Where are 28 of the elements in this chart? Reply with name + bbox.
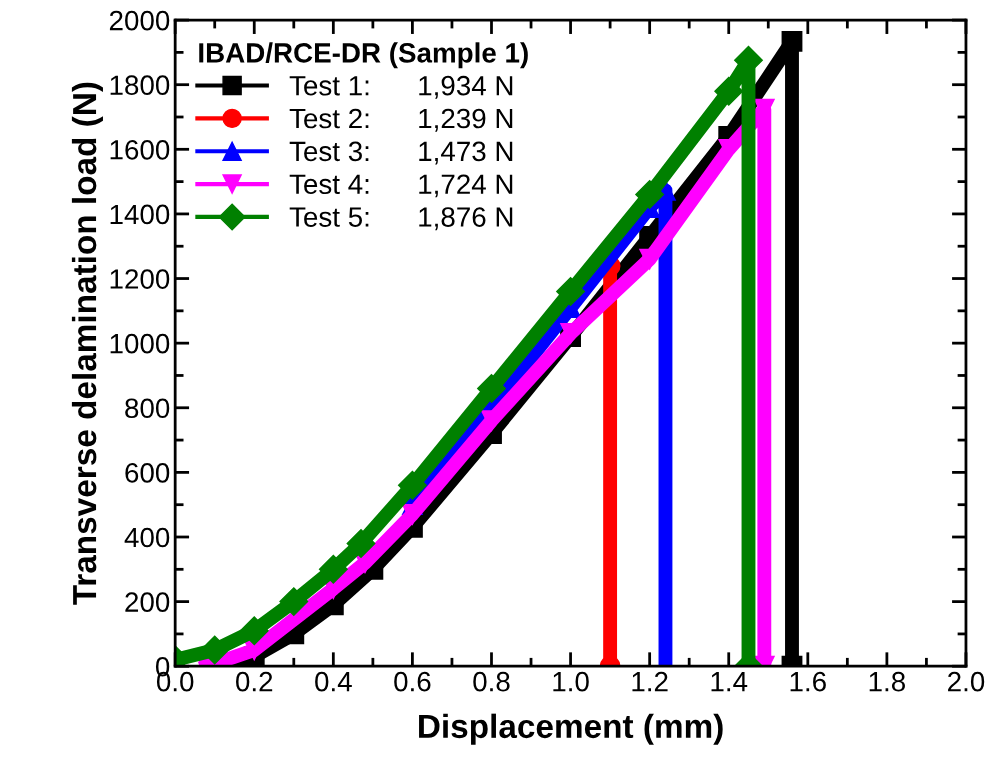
x-tick-label: 1.6 bbox=[790, 671, 826, 692]
y-tick-label: 400 bbox=[124, 527, 170, 548]
y-tick-label: 2000 bbox=[109, 10, 170, 31]
x-axis-title: Displacement (mm) bbox=[419, 713, 723, 745]
x-tick-label: 0.8 bbox=[473, 671, 510, 692]
y-tick-label: 1200 bbox=[110, 269, 170, 289]
x-tick-label: 1.8 bbox=[869, 671, 905, 692]
legend-label: Test 2: 1,239 N bbox=[289, 108, 513, 132]
y-tick-label: 800 bbox=[125, 398, 170, 419]
y-tick-label: 1800 bbox=[110, 75, 170, 96]
legend-label: Test 1: 1,934 N bbox=[289, 75, 513, 99]
legend-label: Test 5: 1,876 N bbox=[289, 207, 513, 231]
y-tick-label: 1600 bbox=[110, 139, 170, 160]
x-tick-label: 0.6 bbox=[394, 671, 431, 692]
x-tick-label: 1.0 bbox=[553, 671, 589, 692]
y-tick-label: 600 bbox=[125, 463, 170, 483]
legend-title: IBAD/RCE-DR (Sample 1) bbox=[199, 42, 528, 69]
y-tick-label: 1400 bbox=[110, 204, 170, 225]
legend-label: Test 3: 1,473 N bbox=[289, 141, 513, 165]
x-tick-label: 1.4 bbox=[711, 672, 748, 692]
y-axis-title: Transverse delamination load (N) bbox=[71, 82, 103, 605]
x-tick-label: 0.2 bbox=[236, 671, 273, 692]
x-tick-label: 0.4 bbox=[315, 671, 352, 692]
x-tick-label: 1.2 bbox=[632, 671, 668, 692]
y-tick-label: 200 bbox=[125, 592, 170, 612]
x-tick-label: 2.0 bbox=[948, 671, 985, 692]
y-tick-label: 1000 bbox=[110, 333, 170, 354]
legend-label: Test 4: 1,724 N bbox=[289, 174, 513, 198]
